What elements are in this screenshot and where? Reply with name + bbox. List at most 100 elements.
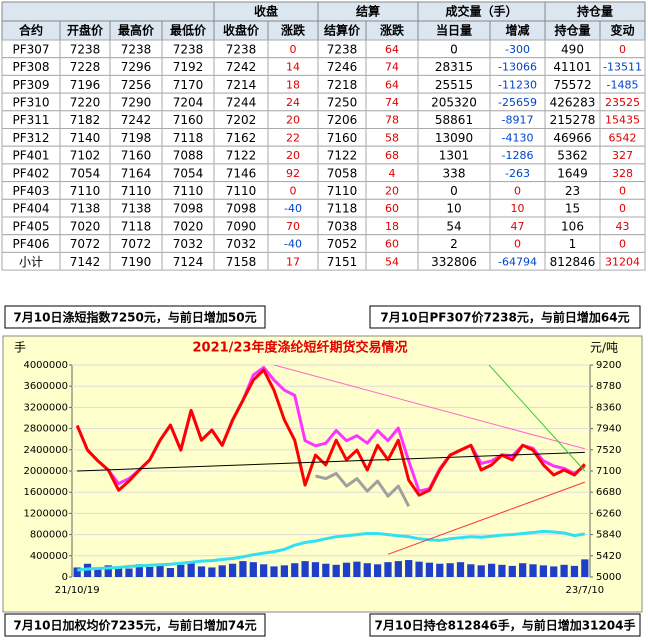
x-tick-label: 23/7/10 — [566, 585, 605, 596]
cell-text: PF405 — [12, 219, 49, 233]
y2-tick-label: 7940 — [596, 424, 621, 435]
group-header: 成交量（手） — [445, 4, 517, 19]
note-box — [369, 613, 641, 637]
column-header: 收盘价 — [223, 23, 260, 38]
cell-text: 46966 — [553, 131, 591, 145]
note: 7月10日持仓812846手，与前日增加31204手 — [375, 618, 636, 633]
y2-tick-label: 5000 — [596, 572, 621, 583]
cell-text: 7238 — [121, 42, 152, 56]
volume-bar — [166, 567, 175, 577]
cell-text: -8917 — [502, 114, 534, 127]
column-header: 最低价 — [170, 23, 207, 38]
cell-text: -64794 — [498, 255, 537, 268]
cell-text: 5362 — [557, 149, 588, 163]
cell-text: 7198 — [121, 131, 152, 145]
volume-bar — [394, 561, 402, 577]
cell-text: PF403 — [12, 184, 49, 198]
cell-text: 58 — [385, 131, 399, 144]
cell-text: -13066 — [498, 61, 537, 74]
cell-text: 7138 — [121, 202, 152, 216]
cell-text: 31204 — [605, 255, 640, 268]
cell-text: 7250 — [327, 95, 358, 109]
cell-text: 328 — [612, 167, 633, 180]
cell-text: PF312 — [12, 131, 49, 145]
cell-text: 68 — [385, 149, 399, 162]
cell-text: 7110 — [226, 184, 257, 198]
cell-text: 74 — [385, 96, 399, 109]
cell-text: -300 — [505, 43, 530, 56]
y-axis-label: 手 — [14, 341, 26, 355]
cell-text: PF404 — [12, 202, 49, 216]
cell-text: 18 — [286, 78, 300, 91]
y2-tick-label: 5420 — [596, 551, 621, 562]
cell-text: 7038 — [327, 219, 358, 233]
volume-bar — [529, 564, 537, 577]
cell-text: 7118 — [173, 131, 204, 145]
y-tick-label: 0 — [62, 572, 68, 583]
cell-text: 7220 — [70, 95, 101, 109]
cell-text: 0 — [619, 43, 626, 56]
cell-text: 7110 — [70, 184, 101, 198]
y2-tick-label: 8780 — [596, 381, 621, 392]
volume-bar — [187, 563, 195, 577]
volume-bar — [239, 561, 247, 577]
cell-text: 43 — [616, 220, 630, 233]
cell-text: 7238 — [226, 42, 257, 56]
cell-text: 7122 — [327, 149, 358, 163]
column-header: 涨跌 — [281, 23, 306, 38]
group-header: 结算 — [356, 4, 380, 19]
cell-text: 15435 — [605, 114, 640, 127]
cell-text: 7124 — [173, 255, 204, 269]
volume-bar — [177, 564, 185, 577]
cell-text: -40 — [284, 238, 302, 251]
note-box — [4, 613, 266, 637]
y-tick-label: 800000 — [30, 530, 68, 541]
column-header: 持仓量 — [554, 23, 590, 38]
trend-line — [387, 481, 585, 555]
cell-text: 7032 — [226, 237, 257, 251]
note-box — [369, 305, 641, 329]
cell-text: 7146 — [226, 166, 257, 180]
cell-text: 7244 — [226, 95, 257, 109]
volume-bar — [208, 567, 216, 577]
cell-text: 20 — [286, 114, 300, 127]
cell-text: 7090 — [226, 219, 257, 233]
trend-line — [273, 365, 585, 450]
cell-text: PF401 — [12, 149, 49, 163]
cell-text: 7256 — [121, 78, 152, 92]
y2-tick-label: 5840 — [596, 530, 621, 541]
cell-text: PF307 — [12, 42, 49, 56]
cell-text: 23 — [565, 184, 580, 198]
cell-text: 7102 — [70, 149, 101, 163]
chart-title: 2021/23年度涤纶短纤期货交易情况 — [192, 340, 407, 356]
cell-text: 24 — [286, 96, 300, 109]
cell-text: 54 — [446, 219, 461, 233]
volume-bar — [560, 564, 568, 577]
cell-text: 0 — [514, 184, 521, 197]
cell-text: 7058 — [327, 166, 358, 180]
volume-bar — [436, 563, 444, 577]
volume-bar — [342, 562, 351, 577]
cell-text: 0 — [514, 238, 521, 251]
volume-bar — [353, 561, 361, 577]
cell-text: 15 — [565, 202, 580, 216]
series-line — [75, 368, 586, 497]
cell-text: 0 — [619, 184, 626, 197]
cell-text: 327 — [612, 149, 633, 162]
cell-text: 332806 — [431, 255, 477, 269]
cell-text: 92 — [286, 167, 300, 180]
cell-text: -13511 — [603, 61, 642, 74]
x-tick-label: 21/10/19 — [55, 585, 100, 596]
volume-bar — [508, 565, 516, 577]
cell-text: -263 — [505, 167, 530, 180]
cell-text: PF406 — [12, 237, 49, 251]
cell-text: 7164 — [121, 166, 152, 180]
cell-text: 7170 — [173, 78, 204, 92]
cell-text: 7182 — [70, 113, 101, 127]
cell-text: PF402 — [12, 166, 49, 180]
cell-text: 0 — [290, 184, 297, 197]
volume-bar — [415, 561, 423, 577]
group-header: 持仓量 — [577, 4, 613, 19]
cell-text: 14 — [286, 61, 300, 74]
y2-tick-label: 8360 — [596, 402, 621, 413]
